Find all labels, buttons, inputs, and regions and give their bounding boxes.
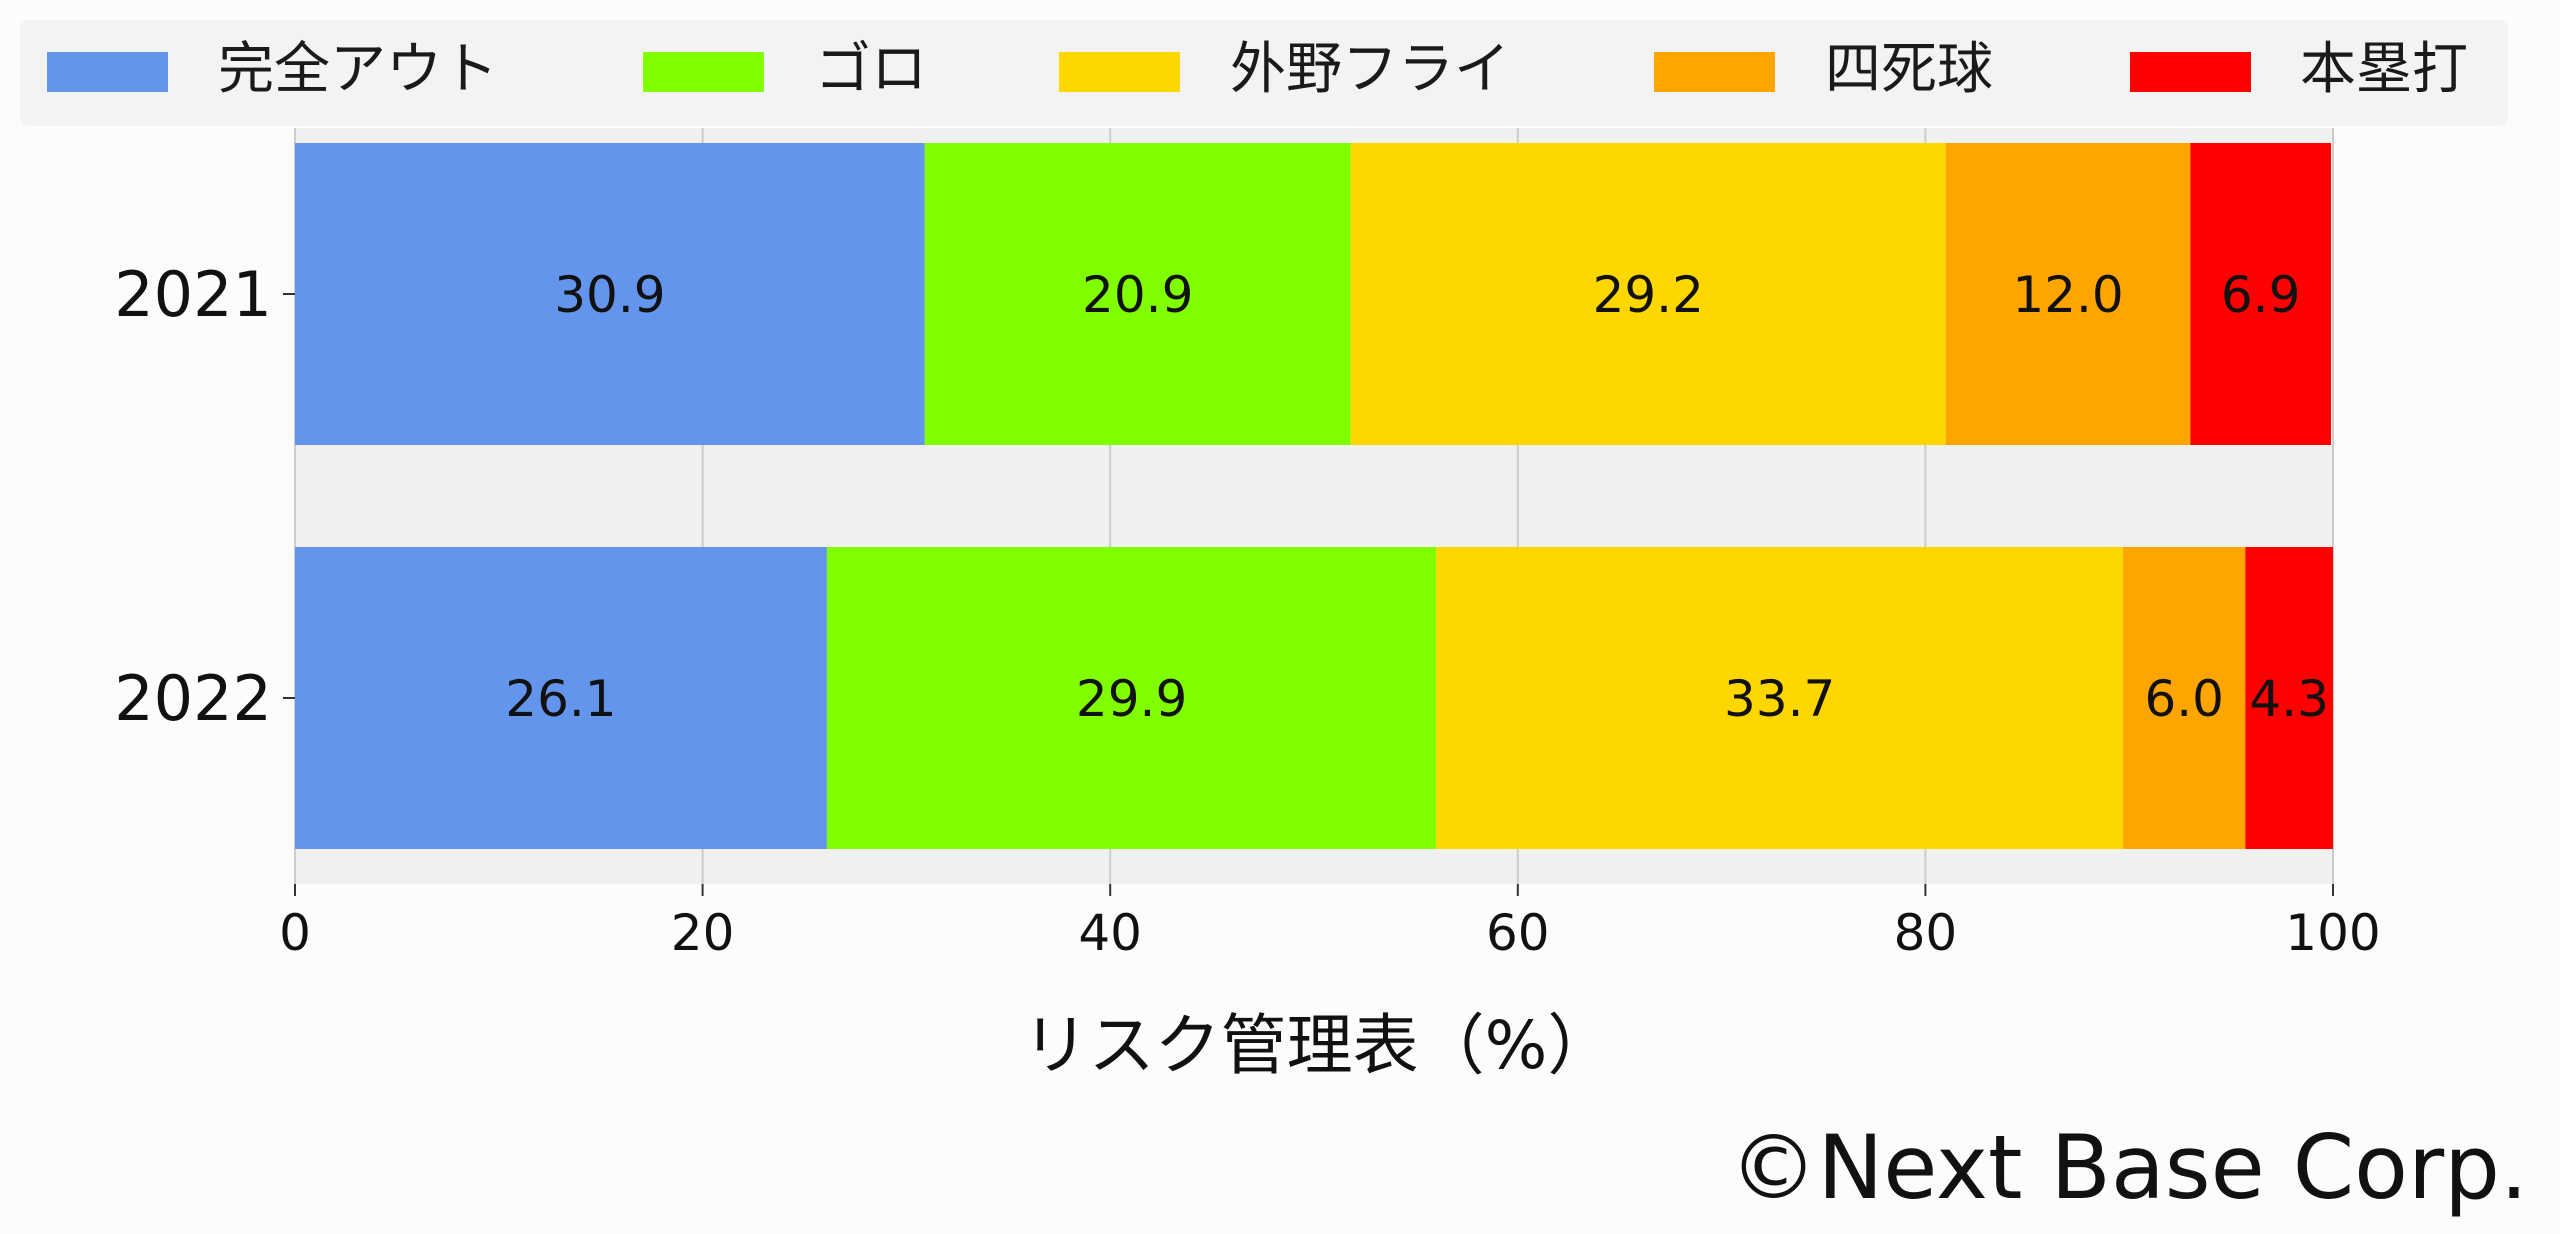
bar-value-label: 6.0 <box>2144 670 2224 728</box>
x-tick-label: 80 <box>1894 904 1958 962</box>
legend-swatch <box>47 52 168 92</box>
x-tick-label: 20 <box>671 904 735 962</box>
bar-value-label: 30.9 <box>554 266 665 324</box>
legend-entry: 完全アウト <box>218 37 498 102</box>
y-axis-ticks: 2021 2022 <box>114 258 295 735</box>
bar-segment <box>924 143 1351 445</box>
legend-swatch <box>1654 52 1775 92</box>
bar-segment <box>295 547 827 849</box>
bar-segment <box>2245 547 2333 849</box>
bar-segment <box>1945 143 2191 445</box>
bar-value-label: 12.0 <box>2012 266 2123 324</box>
plot-area: 30.9 20.9 29.2 12.0 6.9 26.1 29.9 33.7 6.0 4.3 <box>294 128 2334 884</box>
bar-value-label: 20.9 <box>1082 266 1193 324</box>
x-tick-label: 100 <box>2285 904 2380 962</box>
legend-entry: ゴロ <box>815 37 927 102</box>
bar-segment <box>295 143 925 445</box>
bar-segment <box>2190 143 2331 445</box>
legend-box <box>20 20 2508 126</box>
x-tick-label: 40 <box>1078 904 1142 962</box>
legend: 完全アウト ゴロ 外野フライ 四死球 本塁打 <box>20 20 2508 126</box>
bar-segment <box>1350 143 1946 445</box>
copyright-credit: ©Next Base Corp. <box>1729 1116 2528 1219</box>
y-category-label: 2021 <box>114 258 272 331</box>
bar-value-label: 29.9 <box>1076 670 1187 728</box>
legend-swatch <box>643 52 764 92</box>
bar-value-label: 26.1 <box>505 670 616 728</box>
bar-value-label: 29.2 <box>1593 266 1704 324</box>
legend-entry: 四死球 <box>1825 37 1993 102</box>
bar-segment <box>826 547 1437 849</box>
bar-value-label: 6.9 <box>2221 266 2301 324</box>
x-axis-label: リスク管理表（%） <box>1023 1007 1614 1084</box>
legend-swatch <box>2130 52 2251 92</box>
bar-value-label: 33.7 <box>1724 670 1835 728</box>
y-category-label: 2022 <box>114 662 272 735</box>
bar-value-label: 4.3 <box>2249 670 2329 728</box>
legend-entry: 外野フライ <box>1230 37 1510 102</box>
x-axis-ticks: 0 20 40 60 80 100 <box>279 884 2381 962</box>
legend-entry: 本塁打 <box>2300 37 2468 102</box>
x-tick-label: 0 <box>279 904 311 962</box>
legend-swatch <box>1059 52 1180 92</box>
bar-segment <box>1436 547 2124 849</box>
bar-segment <box>2123 547 2246 849</box>
x-tick-label: 60 <box>1486 904 1550 962</box>
